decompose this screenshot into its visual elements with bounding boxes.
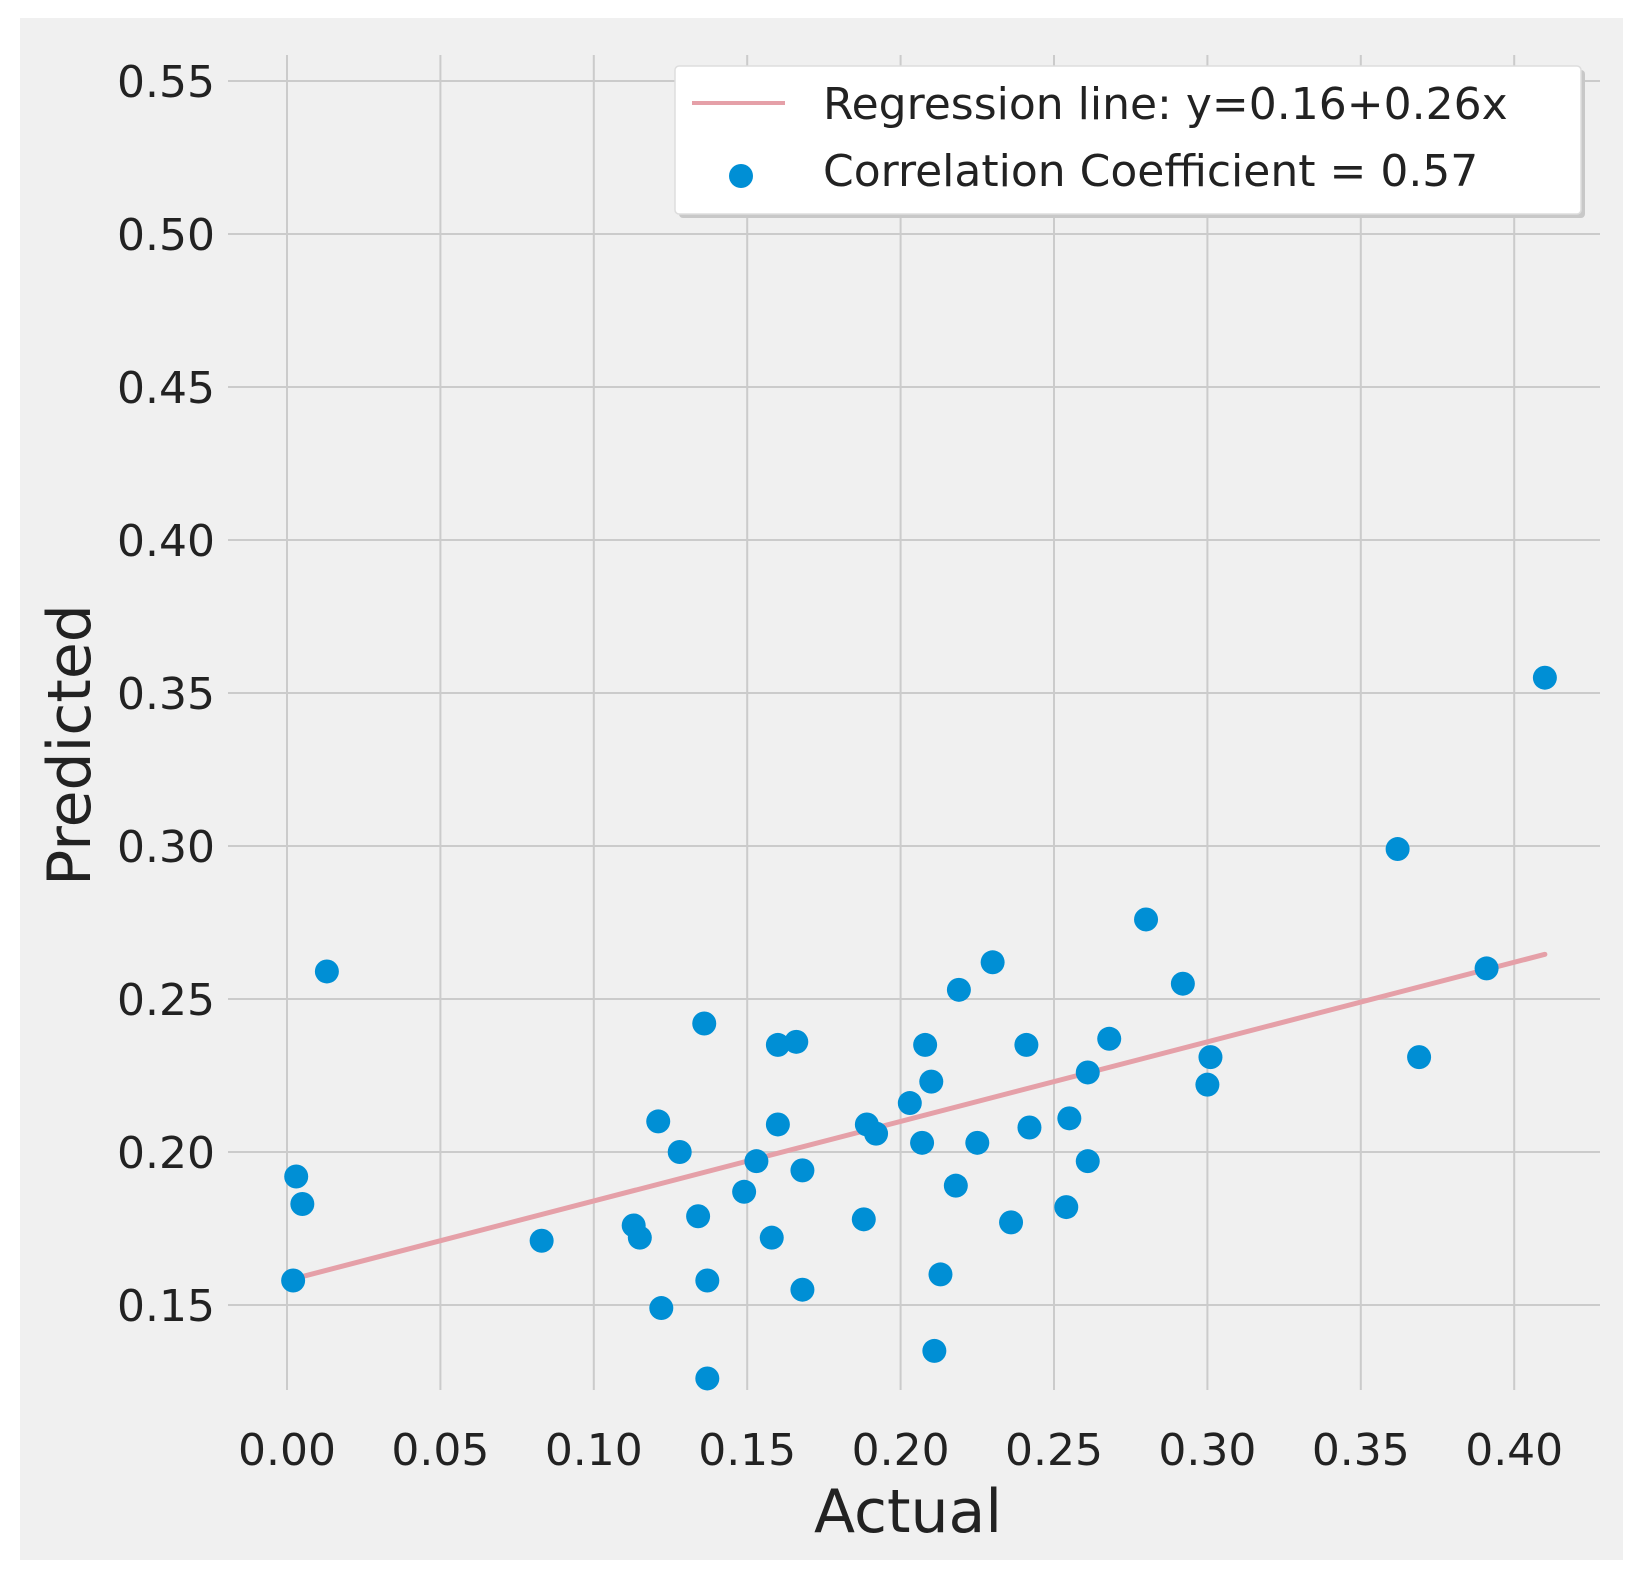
legend-points-label: Correlation Coefficient = 0.57 bbox=[823, 146, 1478, 197]
scatter-point bbox=[1385, 837, 1410, 862]
scatter-point bbox=[765, 1032, 790, 1057]
scatter-point bbox=[646, 1109, 671, 1134]
scatter-point bbox=[864, 1121, 889, 1146]
x-axis-label: Actual bbox=[814, 1477, 1002, 1547]
scatter-point bbox=[314, 959, 339, 984]
x-tick-label: 0.00 bbox=[238, 1425, 336, 1476]
x-tick-label: 0.25 bbox=[1005, 1425, 1103, 1476]
scatter-point bbox=[1170, 971, 1195, 996]
scatter-point bbox=[919, 1069, 944, 1094]
y-tick-label: 0.30 bbox=[117, 822, 215, 873]
x-tick-label: 0.30 bbox=[1158, 1425, 1256, 1476]
scatter-point bbox=[1134, 907, 1159, 932]
scatter-point bbox=[897, 1091, 922, 1116]
legend-regression-label: Regression line: y=0.16+0.26x bbox=[823, 79, 1508, 130]
scatter-point bbox=[851, 1207, 876, 1232]
scatter-point bbox=[980, 950, 1005, 975]
y-tick-label: 0.55 bbox=[117, 57, 215, 108]
scatter-point bbox=[922, 1338, 947, 1363]
scatter-point bbox=[1017, 1115, 1042, 1140]
scatter-point bbox=[1054, 1195, 1079, 1220]
x-tick-label: 0.15 bbox=[698, 1425, 796, 1476]
scatter-point bbox=[1097, 1026, 1122, 1051]
y-axis-ticks: 0.15 0.20 0.25 0.30 0.35 0.40 0.45 0.50 0.55 bbox=[117, 57, 215, 1332]
scatter-point bbox=[965, 1130, 990, 1155]
legend: Regression line: y=0.16+0.26x Correlatio… bbox=[674, 65, 1585, 218]
regression-line bbox=[290, 951, 1548, 1282]
scatter-point bbox=[1014, 1032, 1039, 1057]
scatter-point bbox=[1407, 1045, 1432, 1070]
scatter-point bbox=[784, 1029, 809, 1054]
scatter-point bbox=[686, 1204, 711, 1229]
scatter-point bbox=[695, 1268, 720, 1293]
scatter-point bbox=[667, 1140, 692, 1164]
grid bbox=[228, 55, 1600, 1390]
regression-layer bbox=[290, 951, 1548, 1282]
x-tick-label: 0.35 bbox=[1312, 1425, 1410, 1476]
scatter-point bbox=[744, 1149, 769, 1174]
scatter-point bbox=[910, 1130, 935, 1155]
scatter-point bbox=[928, 1262, 953, 1287]
scatter-point bbox=[1075, 1060, 1100, 1085]
x-axis-ticks: 0.00 0.05 0.10 0.15 0.20 0.25 0.30 0.35 0.40 bbox=[238, 1425, 1563, 1476]
scatter-point bbox=[1198, 1045, 1223, 1070]
y-tick-label: 0.20 bbox=[117, 1128, 215, 1179]
scatter-point bbox=[649, 1296, 674, 1321]
y-tick-label: 0.50 bbox=[117, 210, 215, 261]
scatter-point bbox=[695, 1366, 720, 1391]
scatter-point bbox=[765, 1112, 790, 1137]
y-tick-label: 0.40 bbox=[117, 516, 215, 567]
scatter-point bbox=[290, 1192, 315, 1217]
y-tick-label: 0.45 bbox=[117, 363, 215, 414]
scatter-point bbox=[999, 1210, 1024, 1235]
y-tick-label: 0.25 bbox=[117, 975, 215, 1026]
x-tick-label: 0.05 bbox=[391, 1425, 489, 1476]
legend-points-swatch bbox=[729, 164, 753, 188]
scatter-point bbox=[732, 1179, 757, 1204]
scatter-point bbox=[281, 1268, 306, 1293]
scatter-point bbox=[1075, 1149, 1100, 1174]
legend-box bbox=[674, 65, 1582, 215]
scatter-point bbox=[1532, 665, 1557, 690]
points-layer bbox=[281, 665, 1557, 1391]
scatter-point bbox=[759, 1225, 784, 1250]
scatter-point bbox=[692, 1011, 717, 1036]
scatter-point bbox=[943, 1173, 968, 1198]
scatter-point bbox=[529, 1228, 554, 1253]
scatter-point bbox=[627, 1225, 652, 1250]
scatter-point bbox=[1474, 956, 1499, 981]
scatter-point bbox=[790, 1277, 815, 1302]
scatter-point bbox=[1195, 1072, 1220, 1097]
scatter-point bbox=[284, 1164, 309, 1189]
y-axis-label: Predicted bbox=[35, 604, 105, 886]
x-tick-label: 0.10 bbox=[545, 1425, 643, 1476]
x-tick-label: 0.20 bbox=[852, 1425, 950, 1476]
x-tick-label: 0.40 bbox=[1465, 1425, 1563, 1476]
y-tick-label: 0.35 bbox=[117, 669, 215, 720]
scatter-point bbox=[790, 1158, 815, 1183]
chart-background bbox=[20, 18, 1623, 1560]
scatter-point bbox=[1057, 1106, 1082, 1131]
scatter-point bbox=[946, 977, 971, 1002]
scatter-point bbox=[913, 1032, 938, 1057]
y-tick-label: 0.15 bbox=[117, 1281, 215, 1332]
